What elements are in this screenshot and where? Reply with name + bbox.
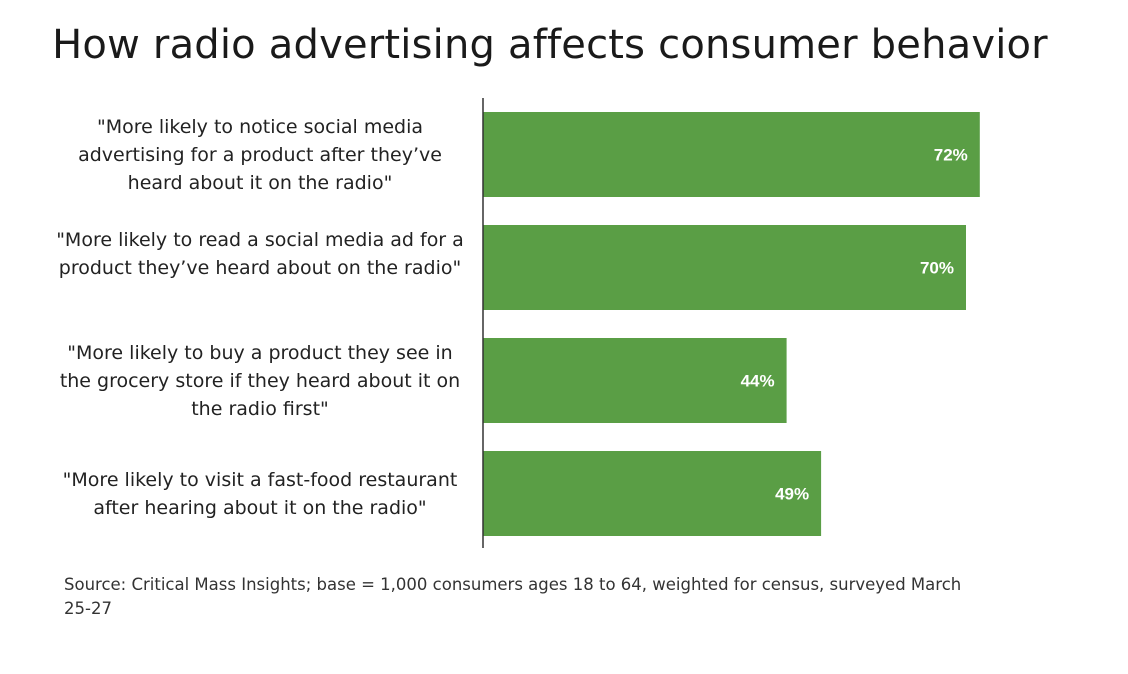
chart-title: How radio advertising affects consumer b… <box>52 22 1048 68</box>
bar <box>483 225 966 310</box>
bar <box>483 451 822 536</box>
bar-value-label: 72% <box>934 146 968 165</box>
bar-value-label: 44% <box>741 372 775 391</box>
bar-value-label: 70% <box>920 259 954 278</box>
bar <box>483 338 787 423</box>
source-note: Source: Critical Mass Insights; base = 1… <box>64 575 962 618</box>
category-label: "More likely to read a social media ad f… <box>56 228 464 279</box>
category-label: "More likely to notice social media adve… <box>78 115 442 194</box>
category-label: "More likely to buy a product they see i… <box>59 341 461 420</box>
category-label: "More likely to visit a fast-food restau… <box>62 468 458 519</box>
bar-value-label: 49% <box>775 485 809 504</box>
bar <box>483 112 980 197</box>
